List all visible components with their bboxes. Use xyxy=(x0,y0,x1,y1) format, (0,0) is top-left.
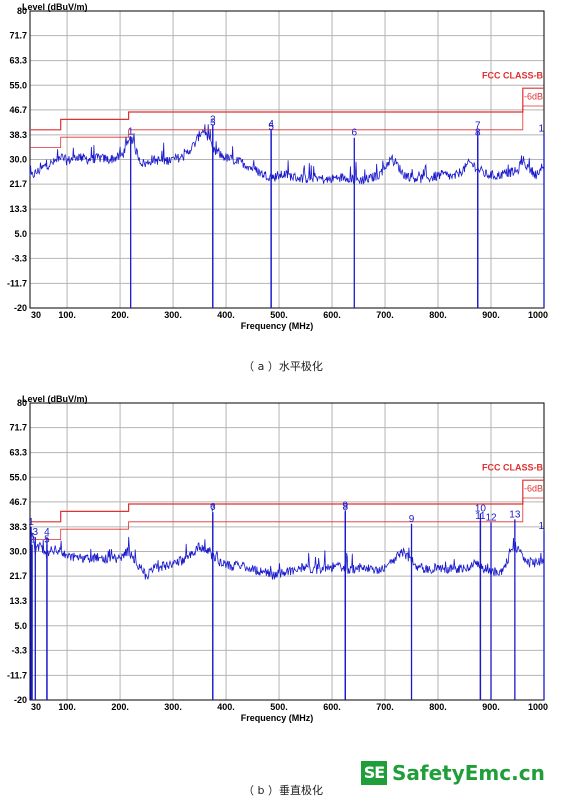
chart-b-ytick-label: 13.3 xyxy=(9,596,27,606)
chart-a-ytick-label: -3.3 xyxy=(11,253,27,263)
chart-a-marker-label: 1 xyxy=(128,126,134,137)
chart-b-ytick-label: 80 xyxy=(17,398,27,408)
watermark-text: SafetyEmc.cn xyxy=(392,761,545,785)
chart-b-marker-label: 2 xyxy=(29,535,35,546)
chart-b-xtick-label: 200. xyxy=(111,702,129,712)
chart-a-svg: -20 -11.7 -3.3 5.0 13.3 21.7 30.0 38.3 46.7 55.0 6… xyxy=(7,2,548,331)
chart-b-ytick-label: 55.0 xyxy=(9,472,27,482)
chart-b-marker-label: 10 xyxy=(475,503,487,514)
chart-a-xtick-label: 700. xyxy=(376,310,394,320)
chart-b-margin-label: -6dB xyxy=(524,484,543,494)
chart-b-xtick-label: 1000 xyxy=(528,702,548,712)
chart-a-margin-label: -6dB xyxy=(524,92,543,102)
chart-b-ytick-label: 5.0 xyxy=(14,621,27,631)
chart-a-ytick-label: 30.0 xyxy=(9,155,27,165)
chart-vertical-polarization: -20 -11.7 -3.3 5.0 13.3 21.7 30.0 38.3 46.7 55.0 6… xyxy=(0,392,566,752)
chart-b-limit-line-margin xyxy=(30,497,544,540)
chart-b-marker-label: 4 xyxy=(44,527,50,538)
chart-b-ytick-label: 21.7 xyxy=(9,571,27,581)
chart-a-ytick-label: -11.7 xyxy=(7,278,27,288)
chart-b-svg: -20 -11.7 -3.3 5.0 13.3 21.7 30.0 38.3 46.7 55.0 6… xyxy=(7,394,548,723)
chart-a-limit-line-class-b xyxy=(30,87,544,131)
chart-a-ytick-label: 71.7 xyxy=(9,31,27,41)
chart-b-trace-series xyxy=(29,531,545,580)
chart-a-ytick-label: 46.7 xyxy=(9,105,27,115)
chart-b-ytick-label: 46.7 xyxy=(9,497,27,507)
chart-b-marker-label: 1 xyxy=(28,517,34,528)
chart-a-trace-series xyxy=(29,124,545,185)
safetyemc-watermark: SE SafetyEmc.cn xyxy=(361,760,566,788)
caption-vertical: （ b ）垂直极化 xyxy=(243,784,323,797)
chart-b-xtick-label: 900. xyxy=(482,702,500,712)
chart-b-xtick-label: 600. xyxy=(323,702,341,712)
chart-b-ylabel: Level (dBuV/m) xyxy=(22,394,88,404)
chart-a-ytick-label: 21.7 xyxy=(9,179,27,189)
chart-b-ytick-label: 30.0 xyxy=(9,547,27,557)
chart-a-limit-label: FCC CLASS-B xyxy=(482,70,543,80)
chart-b-marker-label: 9 xyxy=(343,500,349,511)
chart-a-xtick-label: 900. xyxy=(482,310,500,320)
chart-b-ytick-label: -3.3 xyxy=(11,645,27,655)
watermark-logo-box: SE xyxy=(361,761,387,785)
chart-b-marker-label: 12 xyxy=(485,512,497,523)
chart-a-ytick-label: 38.3 xyxy=(9,130,27,140)
chart-a-marker-label: 7 xyxy=(475,120,481,131)
chart-a-marker-label: 3 xyxy=(210,117,216,128)
chart-b-xtick-label: 30 xyxy=(31,702,41,712)
chart-a-ylabel: Level (dBuV/m) xyxy=(22,2,88,12)
chart-b-marker-label: 6 xyxy=(210,502,216,513)
chart-a-ytick-label: -20 xyxy=(14,303,27,313)
chart-b-limit-line-class-b xyxy=(30,479,544,523)
chart-a-ytick-label: 13.3 xyxy=(9,204,27,214)
chart-b-xtick-label: 700. xyxy=(376,702,394,712)
chart-a-marker-label: 5 xyxy=(268,122,274,133)
chart-a-ytick-label: 63.3 xyxy=(9,56,27,66)
chart-a-xtick-label: 400. xyxy=(217,310,235,320)
chart-b-xtick-label: 400. xyxy=(217,702,235,712)
chart-b-xlabel: Frequency (MHz) xyxy=(241,713,314,723)
chart-a-xtick-label: 100. xyxy=(58,310,76,320)
chart-b-ytick-label: -11.7 xyxy=(7,670,27,680)
chart-a-marker-label: 6 xyxy=(352,128,358,139)
chart-a-xlabel: Frequency (MHz) xyxy=(241,321,314,331)
chart-a-marker-label: 2 xyxy=(210,114,216,125)
chart-a-xtick-label: 500. xyxy=(270,310,288,320)
chart-a-xtick-label: 200. xyxy=(111,310,129,320)
chart-a-xtick-label: 1000 xyxy=(528,310,548,320)
chart-b-limit-label: FCC CLASS-B xyxy=(482,462,543,472)
chart-b-marker-label: 13 xyxy=(509,509,521,520)
chart-a-ytick-label: 80 xyxy=(17,6,27,16)
chart-a-marker-label: 8 xyxy=(475,128,481,139)
chart-a-marker-label: 1 xyxy=(538,123,544,134)
caption-horizontal: （ a ）水平极化 xyxy=(243,360,323,373)
chart-a-xtick-label: 800. xyxy=(429,310,447,320)
chart-b-xtick-label: 800. xyxy=(429,702,447,712)
chart-b-ytick-label: 38.3 xyxy=(9,522,27,532)
chart-b-marker-label: 3 xyxy=(33,527,39,538)
chart-a-marker-label: 4 xyxy=(268,119,274,130)
chart-b-ytick-label: -20 xyxy=(14,695,27,705)
chart-b-xtick-label: 100. xyxy=(58,702,76,712)
chart-a-ytick-label: 55.0 xyxy=(9,80,27,90)
chart-a-xtick-label: 300. xyxy=(164,310,182,320)
chart-b-marker-label: 11 xyxy=(475,511,486,522)
chart-b-marker-label: 9 xyxy=(409,514,415,525)
chart-b-xtick-label: 300. xyxy=(164,702,182,712)
chart-b-marker-label: 5 xyxy=(44,535,50,546)
chart-b-marker-label: 1 xyxy=(538,521,544,532)
chart-b-xtick-label: 500. xyxy=(270,702,288,712)
chart-b-marker-label: 7 xyxy=(210,503,216,514)
chart-a-xtick-label: 30 xyxy=(31,310,41,320)
chart-horizontal-polarization: -20 -11.7 -3.3 5.0 13.3 21.7 30.0 38.3 46.7 55.0 6… xyxy=(0,0,566,360)
chart-a-ytick-label: 5.0 xyxy=(14,229,27,239)
chart-a-limit-line-margin xyxy=(30,105,544,148)
chart-a-xtick-label: 600. xyxy=(323,310,341,320)
chart-b-ytick-label: 63.3 xyxy=(9,448,27,458)
chart-b-ytick-label: 71.7 xyxy=(9,423,27,433)
chart-b-marker-label: 8 xyxy=(343,502,349,513)
